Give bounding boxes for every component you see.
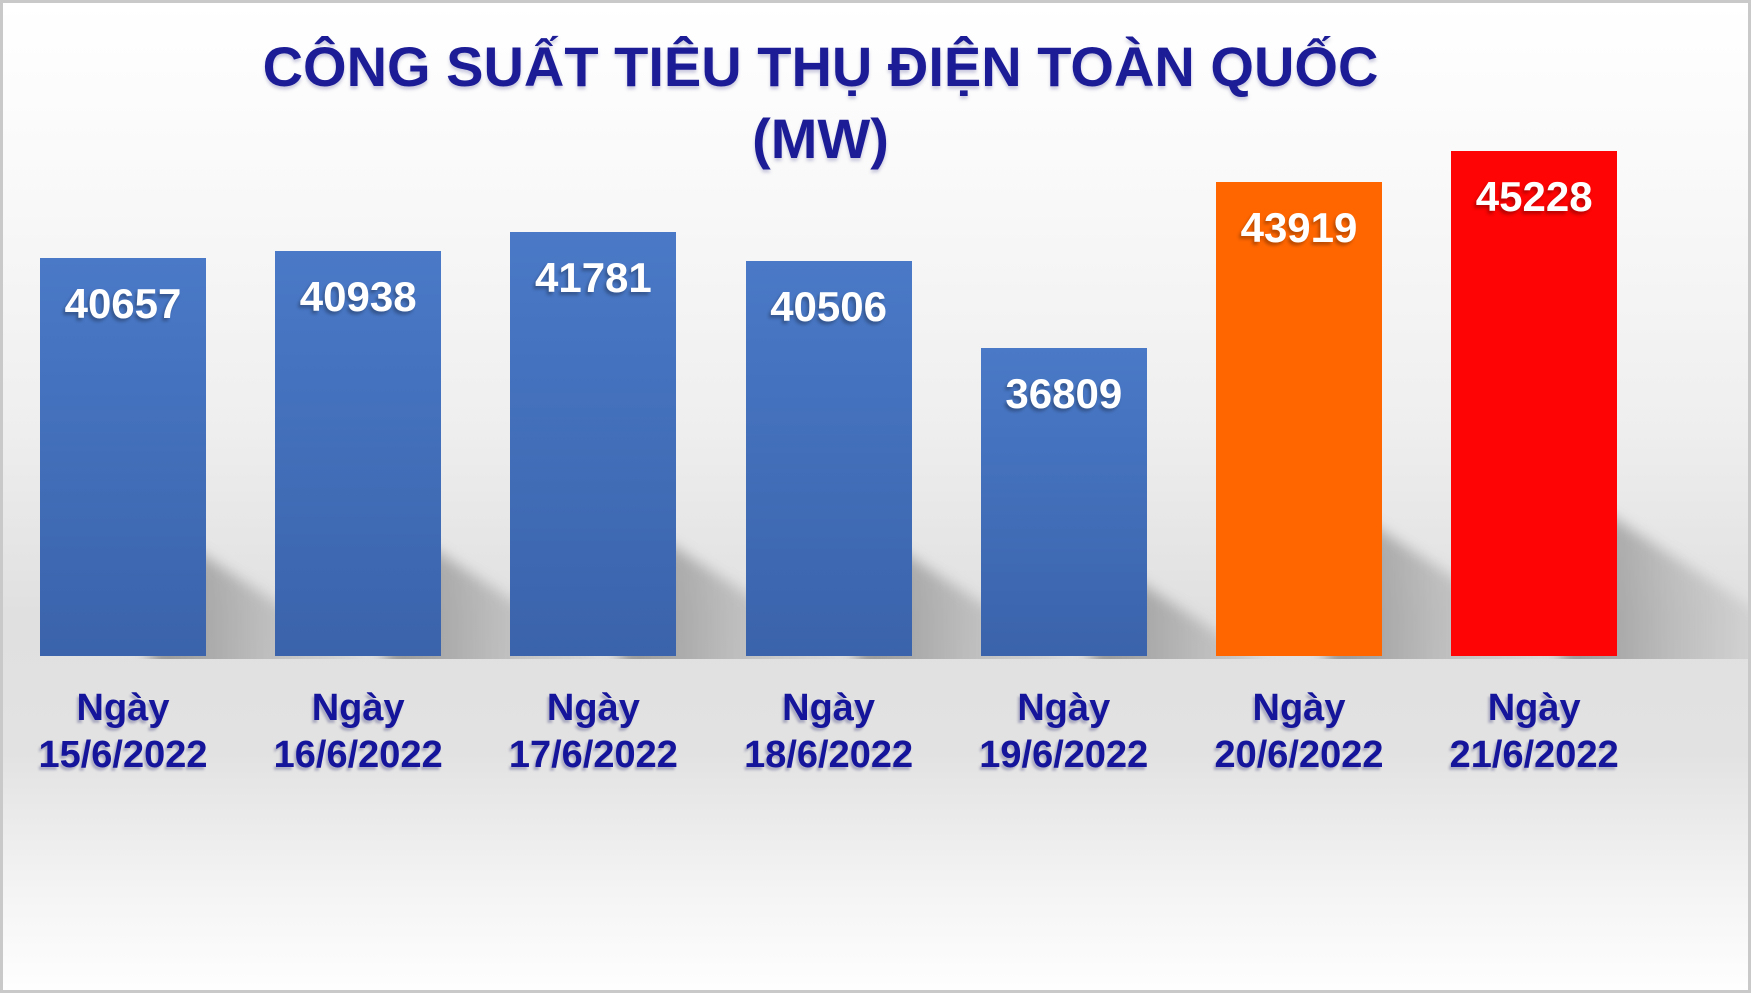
category-label-line1: Ngày [76, 687, 170, 729]
bar: 40938 [275, 251, 442, 656]
category-label-line1: Ngày [782, 687, 876, 729]
category-label: Ngày 19/6/2022 [944, 685, 1184, 779]
bar-value-label: 43919 [1240, 204, 1358, 251]
category-label-line2: 20/6/2022 [1214, 734, 1384, 776]
bar-value-label: 41781 [534, 254, 652, 301]
category-label-line2: 18/6/2022 [744, 734, 914, 776]
bar-value-label: 40657 [64, 280, 182, 327]
bar: 41781 [510, 232, 677, 656]
bar: 45228 [1451, 151, 1618, 656]
category-label: Ngày 16/6/2022 [238, 685, 478, 779]
category-label-line1: Ngày [1252, 687, 1346, 729]
chart-title: CÔNG SUẤT TIÊU THỤ ĐIỆN TOÀN QUỐC (MW) [33, 31, 1608, 175]
bar-value-label: 36809 [1005, 370, 1123, 417]
category-label-line2: 21/6/2022 [1449, 734, 1619, 776]
category-label-line1: Ngày [1487, 687, 1581, 729]
category-label-line2: 19/6/2022 [979, 734, 1149, 776]
category-label: Ngày 18/6/2022 [709, 685, 949, 779]
category-label-line1: Ngày [1017, 687, 1111, 729]
bar: 43919 [1216, 182, 1382, 656]
chart-title-line2: (MW) [752, 107, 889, 170]
chart-title-line1: CÔNG SUẤT TIÊU THỤ ĐIỆN TOÀN QUỐC [262, 35, 1379, 98]
bar: 36809 [980, 348, 1147, 656]
category-label: Ngày 21/6/2022 [1414, 685, 1654, 779]
category-label: Ngày 20/6/2022 [1179, 685, 1419, 779]
bar-value-label: 40506 [770, 283, 887, 330]
category-label-line2: 17/6/2022 [508, 734, 678, 776]
bar-value-label: 40938 [299, 273, 417, 320]
bar: 40506 [745, 261, 912, 656]
bar-value-label: 45228 [1475, 173, 1593, 220]
category-label-line1: Ngày [311, 687, 405, 729]
category-label: Ngày 17/6/2022 [473, 685, 713, 779]
category-label-line2: 15/6/2022 [38, 734, 208, 776]
bar: 40657 [40, 258, 206, 656]
category-label-line1: Ngày [546, 687, 640, 729]
category-label: Ngày 15/6/2022 [3, 685, 243, 779]
category-label-line2: 16/6/2022 [273, 734, 443, 776]
